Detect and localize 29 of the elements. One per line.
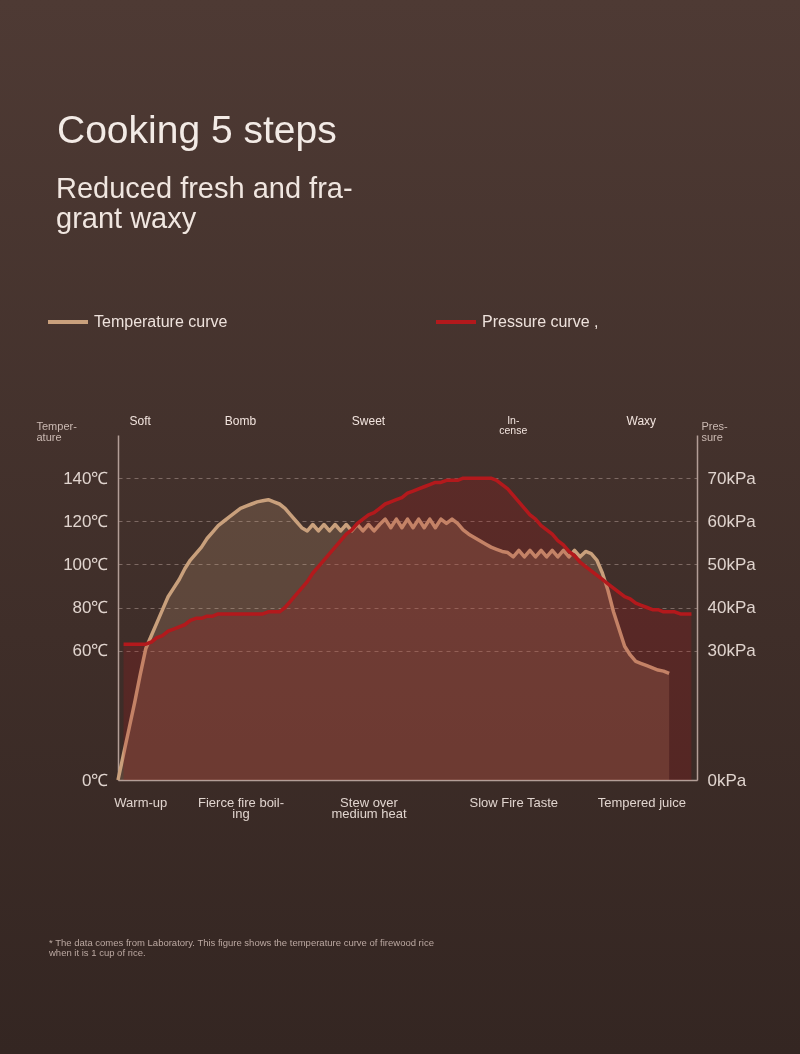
chart-subtitle: Reduced fresh and fra- grant waxy	[56, 172, 353, 234]
y2-tick-label: 40kPa	[707, 598, 757, 617]
text: Waxy	[626, 414, 657, 428]
legend-label: Temperature curve	[94, 313, 228, 330]
text: * The data comes from Laboratory. This figure shows the temperature curve of firewood rice when it is 1 cup of rice.	[49, 937, 434, 958]
legend-label: Pressure curve ,	[482, 313, 599, 330]
y2-tick-label: 70kPa	[707, 468, 757, 488]
x-tick-label: Stew over medium heat	[331, 794, 407, 821]
text: Sweet	[351, 414, 386, 428]
y-axis-title: Temper- ature	[36, 419, 78, 443]
y2-tick-label: 0kPa	[707, 770, 747, 790]
y-tick-label: 60℃	[72, 641, 109, 661]
x-tick-label: Tempered juice	[597, 794, 686, 810]
text: Soft	[129, 414, 152, 428]
y-tick-label: 120℃	[63, 511, 109, 531]
annotation: In- cense	[499, 414, 528, 436]
text: Bomb	[224, 414, 257, 428]
y2-tick-label: 60kPa	[707, 511, 757, 531]
y-tick-label: 80℃	[72, 598, 109, 617]
y2-axis-title: Pres- sure	[701, 419, 729, 443]
x-tick-label: Warm-up	[114, 794, 168, 810]
x-tick-label: Fierce fire boil- ing	[198, 794, 284, 821]
y2-tick-label: 50kPa	[707, 554, 757, 574]
y-tick-label: 0℃	[82, 770, 109, 790]
x-tick-label: Slow Fire Taste	[469, 794, 559, 810]
y-tick-label: 100℃	[63, 554, 109, 574]
y-tick-label: 140℃	[63, 468, 109, 488]
y2-tick-label: 30kPa	[707, 641, 757, 661]
chart-title: Cooking 5 steps	[57, 108, 337, 152]
